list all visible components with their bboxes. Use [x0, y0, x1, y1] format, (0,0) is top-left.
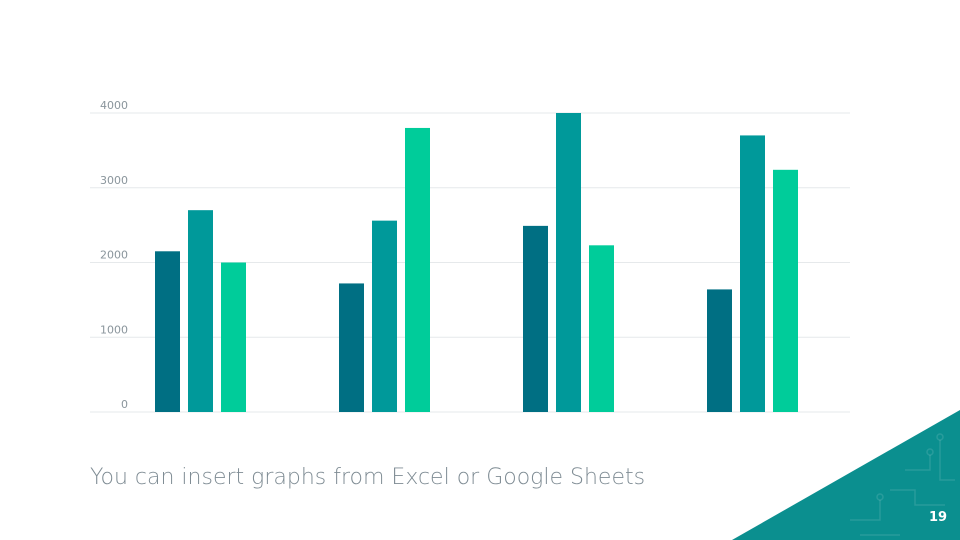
y-tick-label: 2000: [100, 249, 128, 262]
y-axis-ticks: 0 1000 2000 3000 4000: [100, 99, 128, 411]
bar-group1-series2: [188, 210, 213, 412]
bar-group1-series3: [221, 262, 246, 412]
bar-group4-series2: [740, 135, 765, 413]
bar-group3-series3: [589, 245, 614, 412]
bar-group3-series2: [556, 113, 581, 412]
y-tick-label: 0: [121, 398, 128, 411]
slide-number: 19: [928, 510, 948, 525]
bar-group1-series1: [155, 251, 180, 412]
corner-triangle: [732, 410, 960, 540]
bar-group3-series1: [523, 225, 548, 412]
y-tick-label: 4000: [100, 99, 128, 112]
slide-caption: You can insert graphs from Excel or Goog…: [90, 465, 646, 490]
y-tick-label: 1000: [100, 323, 128, 336]
circuit-pattern: [850, 433, 955, 536]
bars: [155, 113, 798, 413]
bar-group2-series2: [372, 220, 397, 412]
bar-group2-series1: [339, 283, 364, 412]
bar-group2-series3: [405, 127, 430, 412]
bar-group4-series1: [707, 289, 732, 412]
y-tick-label: 3000: [100, 174, 128, 187]
bar-group4-series3: [773, 169, 798, 412]
